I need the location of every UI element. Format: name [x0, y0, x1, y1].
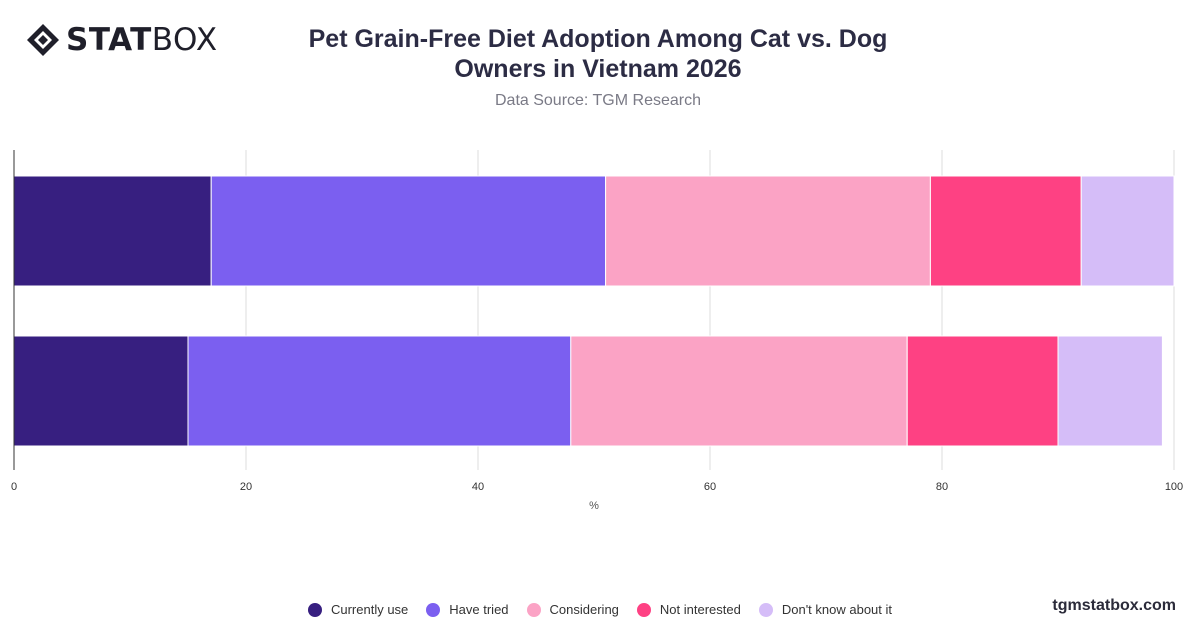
chart-title-line-2: Owners in Vietnam 2026: [454, 55, 742, 83]
legend-marker: [526, 602, 541, 617]
chart-subtitle: Data Source: TGM Research: [494, 92, 701, 109]
x-tick-label-100: 100: [1165, 481, 1183, 493]
bar-segment-1-considering: [605, 175, 931, 287]
bar-segment-1-don-t-know-about-it: [1080, 175, 1175, 287]
legend-item-currently-use[interactable]: Currently use: [307, 602, 409, 617]
x-tick-label-60: 60: [704, 481, 716, 493]
legend-label: Not interested: [659, 602, 741, 617]
bar-segment-2-not-interested: [906, 335, 1059, 447]
bar-segment-2-considering: [570, 335, 908, 447]
x-tick-label-40: 40: [472, 481, 484, 493]
legend-label: Currently use: [330, 602, 409, 617]
logo-text: STATBOX: [66, 22, 218, 58]
bar-chart: 0 20 40 60 80 100%: [11, 150, 1183, 512]
legend-item-have-tried[interactable]: Have tried: [426, 602, 509, 617]
legend-marker: [307, 602, 322, 617]
legend-item-not-interested[interactable]: Not interested: [636, 602, 741, 617]
legend-label: Don't know about it: [781, 602, 893, 617]
bar-segment-2-have-tried: [187, 335, 572, 447]
x-axis-title: %: [589, 500, 599, 512]
bar-segment-1-currently-use: [13, 175, 212, 287]
chart-title: Pet Grain-Free Diet Adoption Among Cat v…: [300, 24, 896, 84]
legend-label: Have tried: [449, 602, 509, 617]
legend-label: Considering: [549, 602, 619, 617]
chart-legend: Currently use Have tried Considering Not in…: [0, 602, 1200, 617]
chart-title-line-1: Pet Grain-Free Diet Adoption Among Cat v…: [308, 25, 888, 53]
statbox-logo-icon: [27, 24, 59, 56]
legend-marker: [426, 602, 441, 617]
legend-item-don-t-know-about-it[interactable]: Don't know about it: [758, 602, 893, 617]
bar-segment-1-have-tried: [210, 175, 607, 287]
x-tick-label-20: 20: [240, 481, 252, 493]
bar-segment-1-not-interested: [929, 175, 1082, 287]
x-tick-label-0: 0: [11, 481, 17, 493]
statbox-logo: STATBOX: [26, 22, 218, 58]
watermark: tgmstatbox.com: [1052, 597, 1176, 614]
bar-segment-2-currently-use: [13, 335, 189, 447]
bar-segment-2-don-t-know-about-it: [1057, 335, 1163, 447]
legend-item-considering[interactable]: Considering: [526, 602, 619, 617]
legend-marker: [636, 602, 651, 617]
legend-marker: [758, 602, 773, 617]
x-tick-label-80: 80: [936, 481, 948, 493]
